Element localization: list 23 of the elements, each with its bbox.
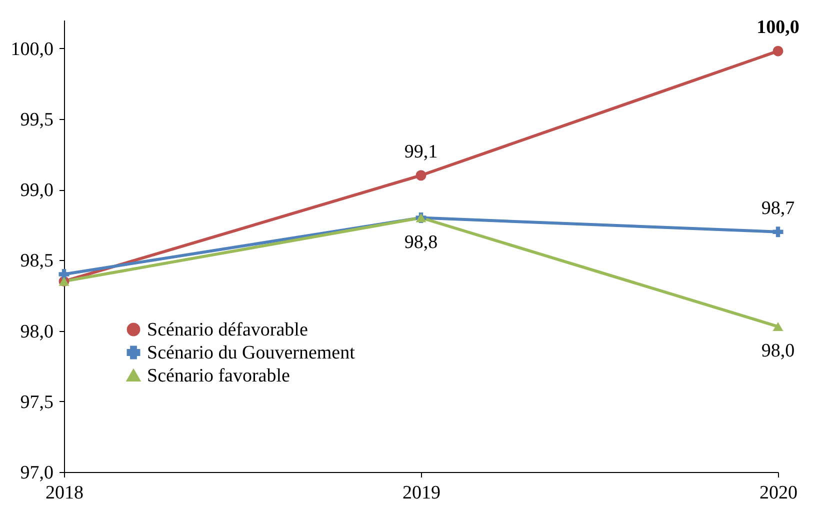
- point: [772, 46, 784, 56]
- y-tick-label: 100,0: [10, 38, 54, 60]
- point: [772, 226, 784, 238]
- x-tick-label: 2019: [402, 482, 440, 504]
- data-label: 98,0: [761, 340, 795, 362]
- y-tick-label: 99,5: [20, 109, 54, 130]
- x-tick-label: 2018: [46, 482, 84, 504]
- legend-label: Scénario du Gouvernement: [147, 342, 356, 364]
- x-tick-label: 2020: [760, 482, 798, 504]
- data-label: 99,1: [404, 141, 438, 162]
- y-tick-label: 97,0: [20, 462, 54, 484]
- point: [416, 170, 426, 181]
- point: [58, 269, 70, 280]
- y-tick-label: 97,5: [20, 392, 54, 413]
- legend-label: Scénario favorable: [147, 366, 290, 386]
- data-label: 98,8: [404, 232, 438, 253]
- y-tick-label: 99,0: [20, 180, 54, 201]
- data-label: 98,7: [761, 198, 795, 219]
- y-tick-label: 98,5: [20, 250, 54, 272]
- data-label: 100,0: [756, 17, 800, 38]
- point: [772, 322, 784, 332]
- y-tick-label: 98,0: [20, 321, 54, 342]
- legend-label: Scénario défavorable: [147, 320, 308, 340]
